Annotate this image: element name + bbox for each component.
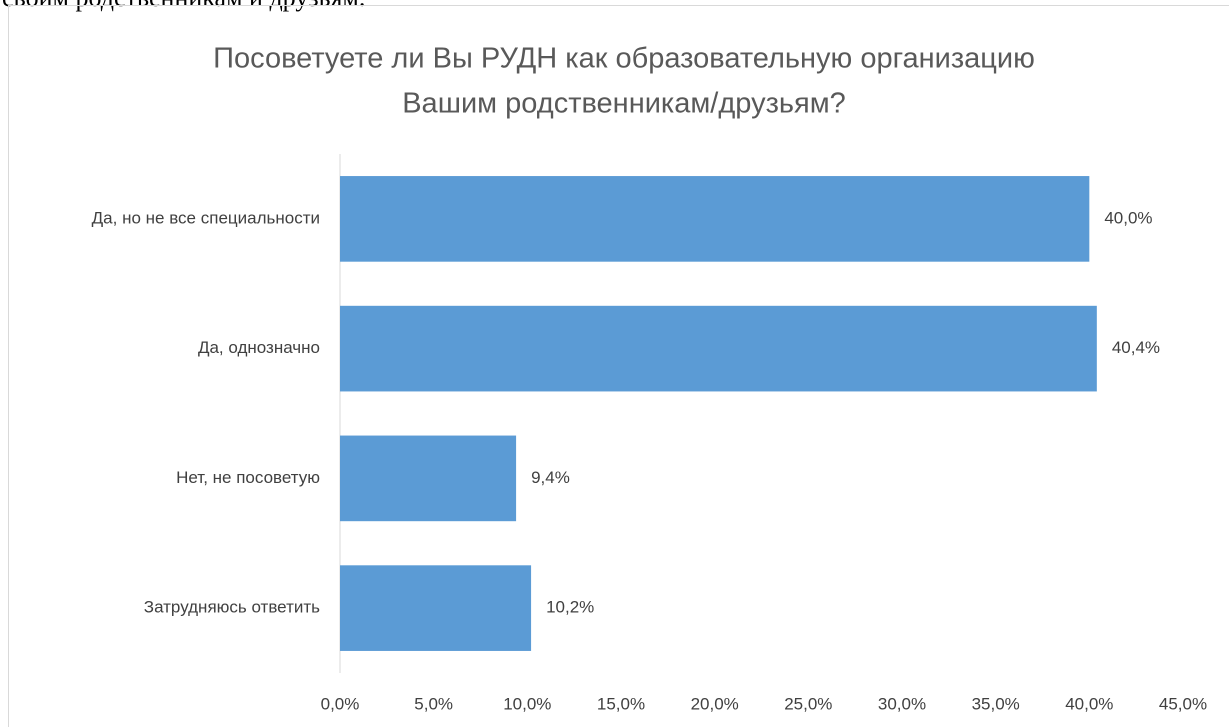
x-tick-label: 15,0%	[597, 694, 645, 713]
y-tick-label: Затрудняюсь ответить	[144, 598, 320, 617]
bar	[340, 176, 1090, 262]
x-tick-label: 5,0%	[414, 694, 453, 713]
bar	[340, 305, 1097, 392]
y-tick-label: Да, однозначно	[198, 338, 320, 357]
value-label: 9,4%	[531, 468, 570, 487]
x-tick-label: 40,0%	[1065, 694, 1113, 713]
chart-title: Посоветуете ли Вы РУДН как образовательн…	[213, 43, 1035, 75]
x-tick-label: 45,0%	[1159, 694, 1207, 713]
x-tick-label: 35,0%	[972, 694, 1020, 713]
y-tick-label: Нет, не посоветую	[176, 468, 320, 487]
value-label: 40,4%	[1112, 338, 1160, 357]
value-label: 40,0%	[1104, 208, 1152, 227]
bar	[340, 565, 532, 651]
x-tick-label: 0,0%	[321, 694, 360, 713]
y-tick-label: Да, но не все специальности	[92, 208, 320, 227]
chart-title: Вашим родственникам/друзьям?	[402, 88, 846, 120]
x-tick-label: 25,0%	[784, 694, 832, 713]
value-label: 10,2%	[546, 598, 594, 617]
x-tick-label: 20,0%	[691, 694, 739, 713]
x-tick-label: 30,0%	[878, 694, 926, 713]
x-tick-label: 10,0%	[503, 694, 551, 713]
chart-frame	[8, 5, 1229, 727]
bar	[340, 435, 517, 522]
